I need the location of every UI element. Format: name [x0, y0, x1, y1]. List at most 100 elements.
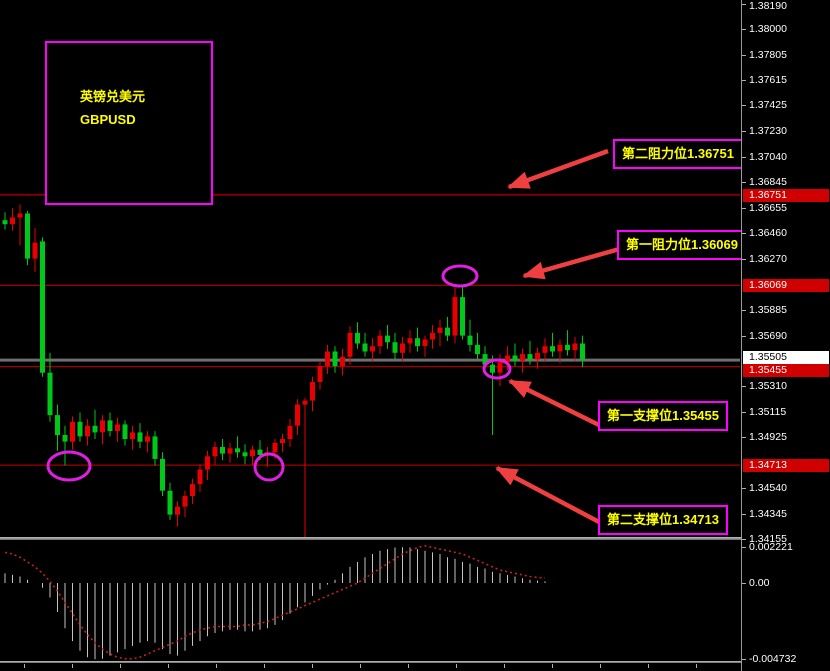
price-axis[interactable]: 1.38190 1.38000 1.37805 1.37615 1.37425 1.372… — [741, 0, 830, 671]
level-line[interactable] — [0, 366, 740, 368]
resistance2-label[interactable]: 第二阻力位1.36751 — [613, 139, 743, 169]
price-tick-label: 1.35310 — [749, 380, 787, 392]
time-tick-mark — [360, 664, 361, 668]
candle-body — [310, 382, 315, 401]
candle-body — [332, 351, 338, 367]
candle-body — [115, 424, 120, 431]
candle-body — [317, 366, 323, 382]
tick-dash — [742, 539, 746, 540]
support1-label[interactable]: 第一支撑位1.35455 — [598, 401, 728, 431]
arrow-annotation[interactable] — [508, 378, 602, 429]
ellipse-annotation[interactable] — [46, 450, 92, 482]
price-tick-label: 0.002221 — [749, 541, 793, 553]
price-tick-label: 1.37230 — [749, 125, 787, 137]
candle-body — [392, 342, 398, 353]
tick-dash — [742, 336, 746, 337]
tick-dash — [742, 131, 746, 132]
tick-dash — [742, 233, 746, 234]
candle-body — [370, 346, 375, 352]
candle-body — [85, 425, 90, 437]
candle-body — [535, 352, 540, 360]
candle-body — [415, 338, 420, 347]
price-tick-label: 1.38000 — [749, 23, 787, 35]
candle-body — [182, 496, 188, 507]
candlestick-series — [2, 204, 585, 539]
tick-dash — [742, 412, 746, 413]
time-tick-mark — [216, 664, 217, 668]
candle-body — [520, 354, 525, 361]
level-line[interactable] — [0, 193, 740, 196]
ellipse-annotations[interactable] — [46, 264, 512, 482]
panel-separator-main[interactable] — [0, 537, 830, 540]
candle-body — [10, 217, 15, 225]
tick-dash — [742, 310, 746, 311]
tick-dash — [742, 182, 746, 183]
price-tick-label: 1.36270 — [749, 253, 787, 265]
time-tick-mark — [600, 664, 601, 668]
price-tick-label: 1.36460 — [749, 227, 787, 239]
candle-body — [302, 400, 308, 405]
time-axis[interactable] — [0, 664, 830, 671]
candle-body — [407, 338, 413, 344]
candle-body — [565, 344, 570, 351]
candle-body — [160, 458, 165, 491]
tick-dash — [742, 157, 746, 158]
tick-dash — [742, 659, 746, 660]
level-price-flag: 1.36751 — [743, 189, 829, 202]
arrow-annotations[interactable] — [495, 148, 631, 525]
macd-histogram — [4, 545, 546, 660]
candle-body — [55, 415, 60, 435]
panel-separator-bottom[interactable] — [0, 661, 830, 663]
support2-label[interactable]: 第二支撑位1.34713 — [598, 505, 728, 535]
candle-body — [340, 356, 345, 367]
resistance1-label[interactable]: 第一阻力位1.36069 — [617, 230, 747, 260]
tick-dash — [742, 259, 746, 260]
candle-body — [430, 332, 435, 340]
candle-body — [475, 344, 480, 355]
ellipse-annotation[interactable] — [253, 452, 285, 482]
tick-dash — [742, 437, 746, 438]
candle-body — [205, 456, 210, 470]
candle-body — [2, 220, 8, 225]
arrow-annotation[interactable] — [495, 466, 603, 525]
ellipse-annotation[interactable] — [482, 358, 512, 380]
candle-body — [122, 424, 128, 439]
candle-body — [137, 432, 143, 442]
arrow-annotation[interactable] — [522, 243, 631, 280]
price-tick-label: 1.35115 — [749, 406, 787, 418]
candle-body — [25, 213, 30, 259]
candle-body — [40, 241, 45, 373]
candle-body — [107, 420, 113, 431]
candle-body — [197, 469, 203, 485]
tick-dash — [742, 55, 746, 56]
price-tick-label: 1.37040 — [749, 151, 787, 163]
candle-body — [92, 425, 98, 433]
price-tick-label: 1.38190 — [749, 0, 787, 12]
candle-body — [257, 449, 263, 455]
candle-body — [32, 242, 38, 259]
time-tick-mark — [120, 664, 121, 668]
price-tick-label: 1.35690 — [749, 330, 787, 342]
time-tick-mark — [72, 664, 73, 668]
candle-body — [467, 335, 473, 345]
level-line[interactable] — [0, 464, 740, 466]
candle-body — [47, 372, 53, 416]
candle-body — [77, 421, 83, 437]
candle-body — [422, 339, 428, 347]
current-price-flag: 1.35505 — [743, 351, 829, 364]
candle-body — [385, 335, 390, 343]
arrow-annotation[interactable] — [507, 148, 609, 190]
price-tick-label: 1.37805 — [749, 49, 787, 61]
level-line[interactable] — [0, 284, 740, 286]
tick-dash — [742, 514, 746, 515]
candle-body — [445, 327, 450, 336]
time-tick-mark — [312, 664, 313, 668]
symbol-ticker: GBPUSD — [80, 112, 136, 127]
price-tick-label: 1.34155 — [749, 533, 787, 545]
candle-body — [152, 436, 158, 459]
ellipse-annotation[interactable] — [441, 264, 479, 288]
symbol-annotation-box[interactable]: 英镑兑美元 GBPUSD — [45, 41, 213, 205]
time-tick-mark — [552, 664, 553, 668]
time-tick-mark — [264, 664, 265, 668]
